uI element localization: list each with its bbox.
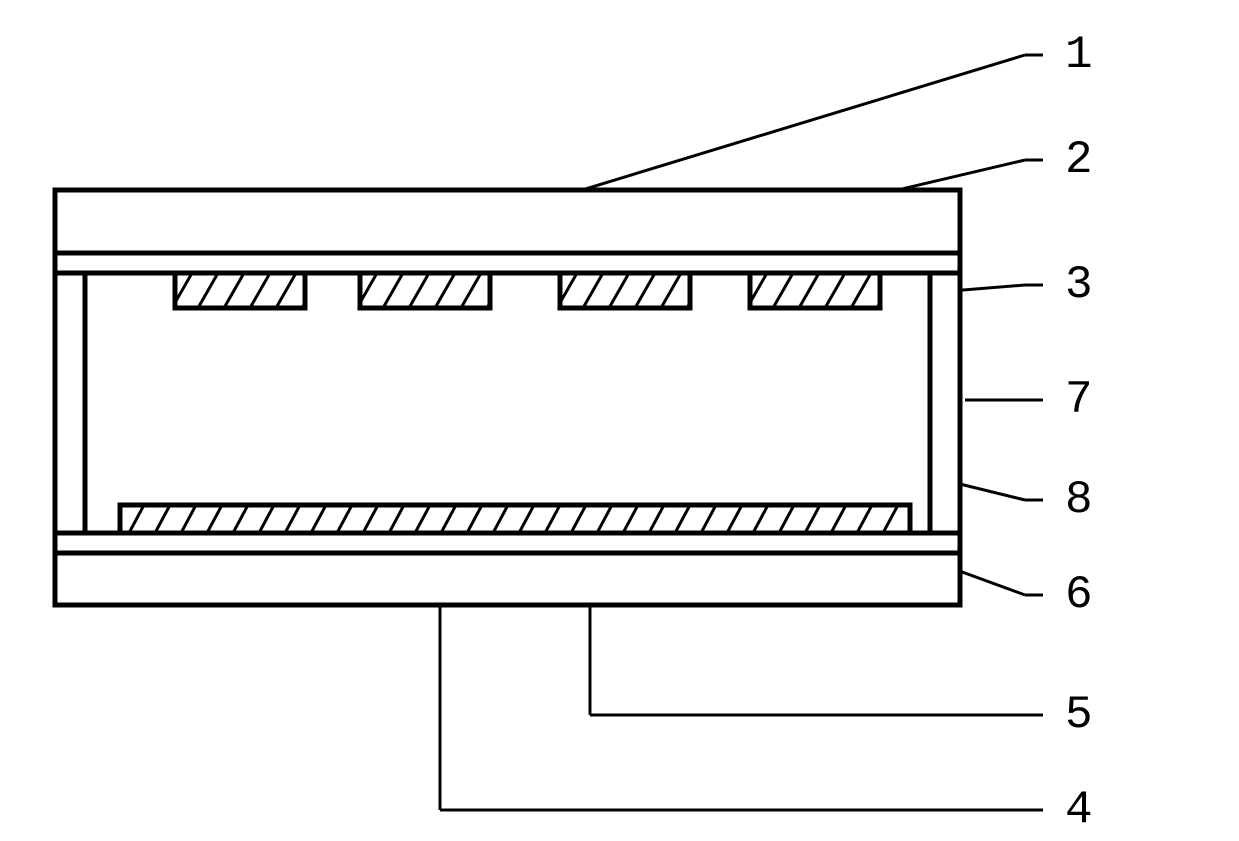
- callout-label: 4: [1065, 784, 1093, 836]
- callout-label: 6: [1065, 569, 1093, 621]
- callout-label: 8: [1065, 474, 1093, 526]
- callout-label: 7: [1065, 374, 1093, 426]
- callout-label: 1: [1065, 29, 1093, 81]
- callout-label: 5: [1065, 689, 1093, 741]
- callout-label: 3: [1065, 259, 1093, 311]
- callout-label: 2: [1065, 134, 1093, 186]
